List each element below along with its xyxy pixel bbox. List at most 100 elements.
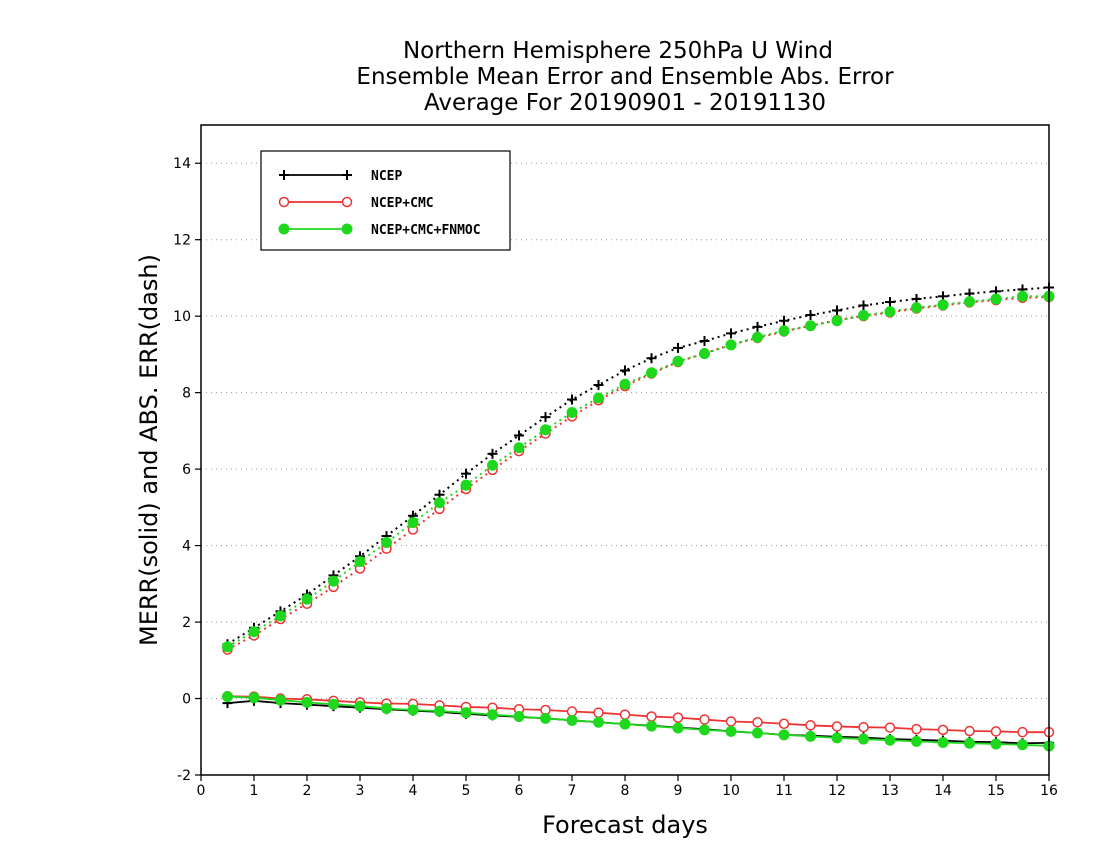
gridlines [201,162,1049,776]
chart-title: Northern Hemisphere 250hPa U Wind Ensemb… [356,38,894,116]
title-line-2: Ensemble Mean Error and Ensemble Abs. Er… [356,64,894,90]
merr-point [831,721,843,732]
abs-err-point [752,321,763,332]
merr-point [831,732,843,744]
abs-err-point [805,320,816,332]
abs-err-point [514,430,524,441]
x-tick-label: 5 [462,783,471,799]
abs-err-point [593,380,604,390]
abs-err-point [275,610,286,622]
merr-point [725,716,737,727]
merr-point [672,722,684,734]
x-tick-label: 14 [934,783,952,799]
abs-err-point [885,297,895,308]
merr-point [619,718,631,730]
abs-err-point [487,459,498,471]
abs-err-point [381,537,392,549]
merr-point [301,696,313,708]
merr-point [752,716,763,728]
abs-err-point [540,424,551,436]
merr-point [566,714,578,726]
legend-item-ncep-cmc: NCEP+CMC [278,196,434,211]
plot-series [222,282,1055,752]
merr-point [937,737,949,748]
merr-point [884,734,896,746]
merr-point [222,691,233,703]
abs-err-point [460,479,472,491]
merr-point [964,737,975,749]
abs-err-point [540,412,551,423]
y-tick-label: -2 [177,768,191,784]
merr-point [566,706,578,717]
merr-point [778,718,790,730]
merr-point [778,729,790,741]
merr-line [227,695,1050,747]
abs-err-point [858,309,869,321]
merr-point [646,711,657,722]
x-tick-label: 1 [250,783,259,799]
merr-point [434,705,445,717]
legend-box [260,150,511,251]
merr-line [227,695,1049,734]
abs-err-point [593,392,604,404]
abs-err-point [911,302,922,314]
x-tick-label: 13 [881,783,899,799]
abs-err-point [672,355,684,367]
legend: NCEP NCEP+CMC NCEP+CMC+FNMOC [260,150,511,251]
merr-point [593,716,604,728]
y-tick-label: 6 [182,462,191,478]
abs-err-point [354,556,366,568]
abs-err-line [226,286,1050,646]
abs-err-point [726,328,736,339]
abs-err-point [832,305,842,316]
x-tick-label: 11 [775,783,793,799]
y-tick-label: 10 [173,309,191,325]
y-axis-label: MERR(solid) and ABS. ERR(dash) [135,254,163,646]
title-line-1: Northern Hemisphere 250hPa U Wind [403,38,833,64]
merr-point [1017,726,1028,738]
x-tick-label: 7 [568,783,577,799]
abs-err-point [567,394,577,405]
legend-item-ncep-cmc-fnmoc: NCEP+CMC+FNMOC [278,223,481,238]
merr-point [911,723,922,735]
y-tick-label: 4 [182,539,191,555]
legend-marker [278,223,290,235]
abs-err-point [301,593,313,605]
merr-point [858,721,869,733]
abs-err-point [222,641,233,653]
merr-point [381,702,392,714]
y-tick-label: 8 [182,386,191,402]
abs-err-line [227,296,1050,651]
abs-err-point [699,336,710,347]
abs-err-point [858,300,869,311]
merr-point [725,725,737,737]
abs-err-point [487,448,498,459]
merr-point [937,724,949,736]
abs-err-point [461,468,471,479]
abs-err-point [884,306,896,318]
abs-err-point [620,365,630,376]
x-tick-label: 4 [409,783,418,799]
merr-point [672,712,684,723]
abs-err-point [699,348,710,360]
y-tick-label: 14 [173,156,191,172]
abs-err-point [434,497,445,509]
merr-point [407,704,419,716]
abs-err-point [779,315,789,326]
x-axis-label: Forecast days [542,811,708,839]
series-ncep-cmc-fnmoc [222,290,1055,752]
merr-point [699,724,710,736]
merr-point [487,709,498,721]
x-tick-label: 16 [1040,783,1058,799]
x-tick-label: 12 [828,783,846,799]
abs-err-point [778,325,790,337]
merr-point [805,720,816,731]
legend-marker [279,170,289,180]
abs-err-point [964,296,975,308]
abs-err-point [937,299,949,311]
y-tick-label: 2 [182,615,191,631]
merr-point [752,727,763,739]
plot-frame [200,124,1050,776]
